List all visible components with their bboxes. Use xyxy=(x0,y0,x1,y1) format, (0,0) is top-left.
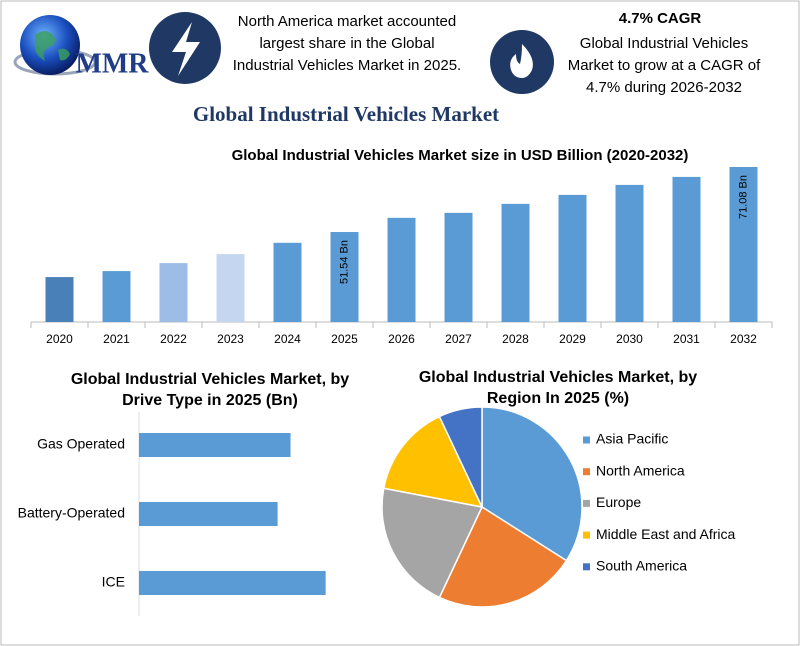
legend-swatch xyxy=(583,436,590,444)
cagr-line: Global Industrial Vehicles xyxy=(580,35,748,52)
x-tick-label: 2031 xyxy=(673,332,700,346)
pie-slice xyxy=(381,487,484,599)
bar xyxy=(159,263,188,322)
x-tick-label: 2032 xyxy=(730,332,757,346)
bar xyxy=(729,166,758,322)
legend-swatch xyxy=(583,468,590,476)
logo-land xyxy=(35,31,70,61)
bar xyxy=(330,232,359,322)
chart-title: Region In 2025 (%) xyxy=(487,390,629,407)
bar xyxy=(615,184,644,322)
bar xyxy=(139,433,291,457)
legend-swatch xyxy=(583,531,590,539)
bar xyxy=(139,571,326,595)
share-line: Industrial Vehicles Market in 2025. xyxy=(233,57,461,74)
x-tick-label: 2021 xyxy=(103,332,130,346)
bar xyxy=(216,254,245,322)
legend-label: Asia Pacific xyxy=(596,431,668,447)
cagr-line: 4.7% during 2026-2032 xyxy=(586,79,742,96)
chart-title: Global Industrial Vehicles Market, by xyxy=(419,369,697,386)
cagr-title: 4.7% CAGR xyxy=(619,10,702,27)
flame xyxy=(510,44,533,78)
share-note: North America market accounted largest sh… xyxy=(233,13,461,74)
x-tick-label: 2030 xyxy=(616,332,643,346)
value-label: 71.08 Bn xyxy=(737,175,749,219)
y-tick-label: Battery-Operated xyxy=(18,505,125,521)
y-tick-label: ICE xyxy=(102,574,125,590)
share-line: largest share in the Global xyxy=(259,35,434,52)
x-tick-label: 2026 xyxy=(388,332,415,346)
value-label: 51.54 Bn xyxy=(338,240,350,284)
bar xyxy=(501,203,530,322)
legend-label: North America xyxy=(596,462,685,478)
bar xyxy=(45,277,74,322)
logo-text: MMR xyxy=(75,48,149,79)
x-tick-label: 2028 xyxy=(502,332,529,346)
legend-swatch xyxy=(583,563,590,571)
legend-swatch xyxy=(583,499,590,507)
bar xyxy=(273,242,302,322)
cagr-line: Market to grow at a CAGR of xyxy=(568,57,761,74)
bar xyxy=(139,502,278,526)
cagr-note: Global Industrial Vehicles Market to grow… xyxy=(568,35,761,96)
legend-label: Middle East and Africa xyxy=(596,526,736,542)
bolt xyxy=(172,22,200,76)
chart-title: Drive Type in 2025 (Bn) xyxy=(122,392,298,409)
pie-slice xyxy=(382,415,484,509)
x-tick-label: 2025 xyxy=(331,332,358,346)
x-tick-label: 2029 xyxy=(559,332,586,346)
charts: Global Industrial Vehicles Market size i… xyxy=(18,147,773,616)
legend-label: Europe xyxy=(596,494,641,510)
bar xyxy=(672,176,701,322)
legend-label: South America xyxy=(596,558,687,574)
main-title: Global Industrial Vehicles Market xyxy=(193,102,499,126)
share-line: North America market accounted xyxy=(238,13,456,30)
x-tick-label: 2023 xyxy=(217,332,244,346)
chart-title: Global Industrial Vehicles Market size i… xyxy=(232,147,689,164)
pie-slice xyxy=(438,505,568,608)
y-tick-label: Gas Operated xyxy=(37,436,125,452)
x-tick-label: 2024 xyxy=(274,332,301,346)
bar xyxy=(558,194,587,322)
x-tick-label: 2020 xyxy=(46,332,73,346)
bar xyxy=(102,271,131,322)
pie-slice xyxy=(438,406,483,508)
bar xyxy=(387,217,416,322)
chart-title: Global Industrial Vehicles Market, by xyxy=(71,371,349,388)
bar xyxy=(444,212,473,322)
x-tick-label: 2022 xyxy=(160,332,187,346)
x-tick-label: 2027 xyxy=(445,332,472,346)
